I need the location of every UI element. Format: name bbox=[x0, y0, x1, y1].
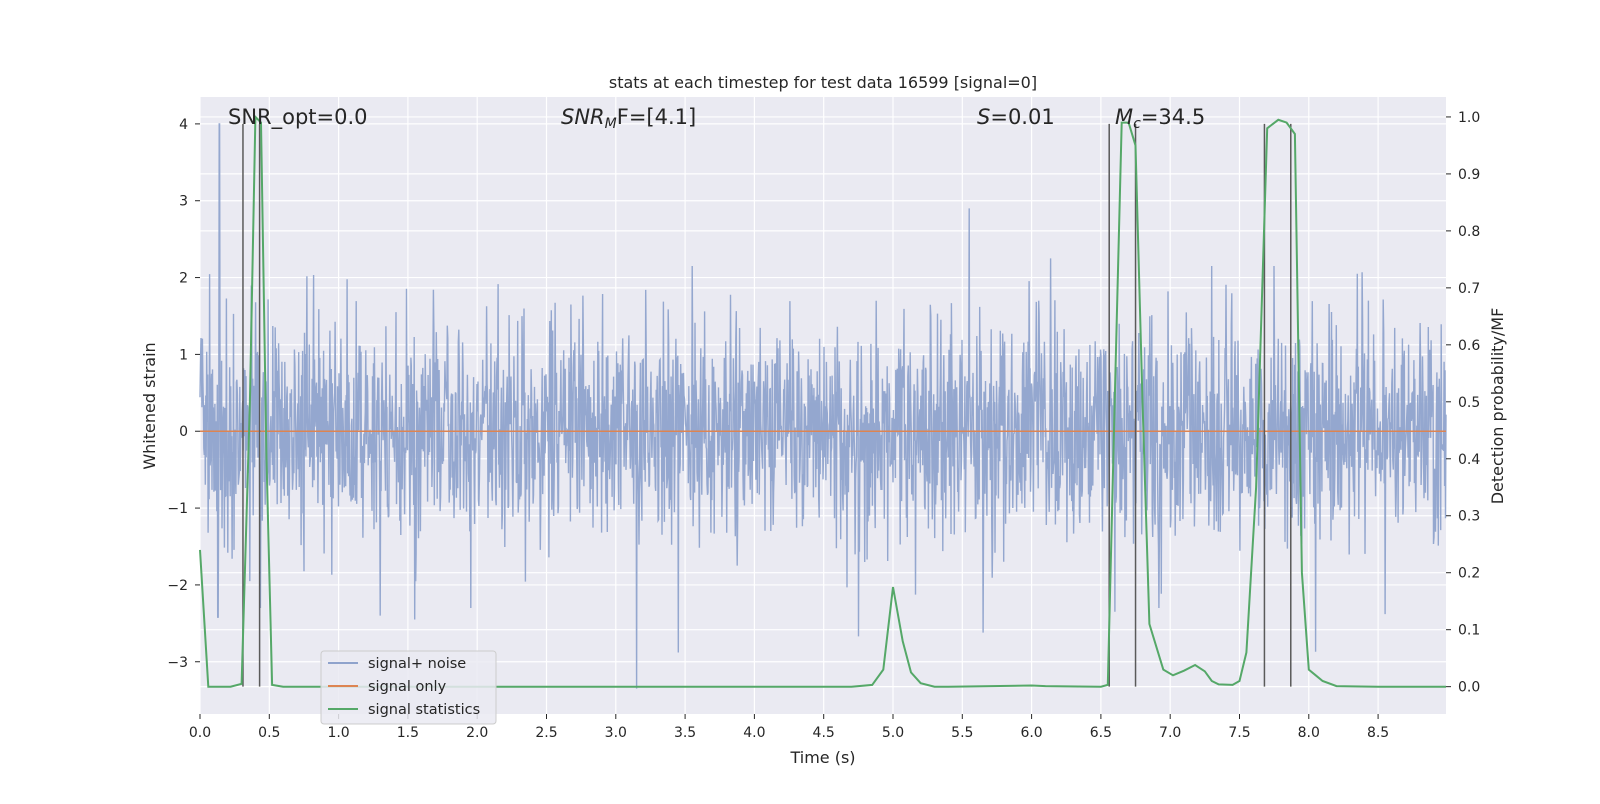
annotation-snr-mf-value: F=[4.1] bbox=[617, 105, 696, 129]
x-axis-label: Time (s) bbox=[789, 748, 855, 767]
noise-line bbox=[199, 123, 1447, 689]
y-tick-label-0: −3 bbox=[167, 655, 188, 671]
x-tick-label-11: 5.5 bbox=[951, 725, 973, 741]
y-axis-label: Whitened strain bbox=[140, 342, 159, 469]
x-tick-label-17: 8.5 bbox=[1367, 725, 1389, 741]
x-tick-label-0: 0.0 bbox=[189, 725, 211, 741]
legend-label-stats: signal statistics bbox=[368, 702, 480, 718]
x-tick-label-4: 2.0 bbox=[466, 725, 488, 741]
legend: signal+ noise signal only signal statist… bbox=[320, 650, 497, 725]
stats-series bbox=[199, 114, 1446, 688]
axis-ticks: 0.0 0.5 1.0 1.5 2.0 2.5 3.0 3.5 4.0 4.5 5.0 5.5 6.0 6… bbox=[167, 110, 1480, 741]
annotation-snr-mf: SNRMF=[4.1] bbox=[561, 105, 696, 132]
y2-tick-label-1: 0.1 bbox=[1458, 623, 1480, 639]
annotation-mc-subscript: c bbox=[1133, 116, 1141, 132]
y2-tick-label-3: 0.3 bbox=[1458, 509, 1480, 525]
annotation-mc-symbol: M bbox=[1115, 105, 1133, 129]
y2-tick-label-8: 0.8 bbox=[1458, 224, 1480, 240]
annotation-mc-value: =34.5 bbox=[1141, 105, 1205, 129]
y-tick-label-4: 1 bbox=[179, 347, 188, 363]
stats-line bbox=[199, 114, 1446, 688]
y2-tick-label-7: 0.7 bbox=[1458, 281, 1480, 297]
y2-tick-label-2: 0.2 bbox=[1458, 566, 1480, 582]
y-tick-label-1: −2 bbox=[167, 578, 188, 594]
y2-tick-label-4: 0.4 bbox=[1458, 452, 1480, 468]
x-tick-label-10: 5.0 bbox=[882, 725, 904, 741]
y-tick-label-3: 0 bbox=[179, 424, 188, 440]
annotation-s-value: =0.01 bbox=[990, 105, 1054, 129]
annotation-s-symbol: S bbox=[977, 105, 990, 129]
x-tick-label-8: 4.0 bbox=[743, 725, 765, 741]
x-tick-label-1: 0.5 bbox=[258, 725, 280, 741]
x-tick-label-9: 4.5 bbox=[813, 725, 835, 741]
y2-tick-label-5: 0.5 bbox=[1458, 395, 1480, 411]
legend-label-signal: signal only bbox=[368, 679, 447, 695]
x-tick-label-2: 1.0 bbox=[327, 725, 349, 741]
annotation-snr-opt: SNR_opt=0.0 bbox=[228, 105, 368, 130]
y2-tick-label-0: 0.0 bbox=[1458, 680, 1480, 696]
annotation-s: S=0.01 bbox=[977, 105, 1055, 129]
y2-axis-label: Detection probability/MF bbox=[1488, 308, 1507, 505]
y-tick-label-6: 3 bbox=[179, 194, 188, 210]
y-tick-label-7: 4 bbox=[179, 117, 188, 133]
y2-tick-label-6: 0.6 bbox=[1458, 338, 1480, 354]
x-tick-label-16: 8.0 bbox=[1298, 725, 1320, 741]
x-tick-label-6: 3.0 bbox=[605, 725, 627, 741]
annotation-mc: Mc=34.5 bbox=[1115, 105, 1205, 132]
x-tick-label-13: 6.5 bbox=[1090, 725, 1112, 741]
x-tick-label-7: 3.5 bbox=[674, 725, 696, 741]
noise-series bbox=[199, 123, 1447, 689]
x-tick-label-12: 6.0 bbox=[1020, 725, 1042, 741]
x-tick-label-14: 7.0 bbox=[1159, 725, 1181, 741]
y-tick-label-2: −1 bbox=[167, 501, 188, 517]
legend-box bbox=[320, 650, 497, 725]
x-tick-label-3: 1.5 bbox=[397, 725, 419, 741]
y-tick-label-5: 2 bbox=[179, 271, 188, 287]
x-tick-label-5: 2.5 bbox=[535, 725, 557, 741]
annotation-snr-mf-symbol: SNR bbox=[561, 105, 605, 129]
x-tick-label-15: 7.5 bbox=[1228, 725, 1250, 741]
annotation-snr-mf-subscript: M bbox=[605, 116, 617, 132]
y2-tick-label-10: 1.0 bbox=[1458, 110, 1480, 126]
y2-tick-label-9: 0.9 bbox=[1458, 167, 1480, 183]
legend-label-noise: signal+ noise bbox=[368, 656, 466, 672]
chart-title: stats at each timestep for test data 165… bbox=[609, 73, 1037, 92]
